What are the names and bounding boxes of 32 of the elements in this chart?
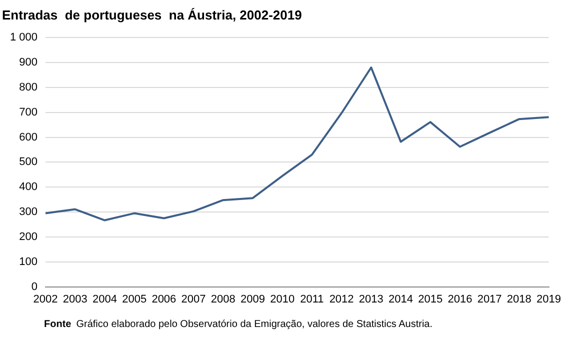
x-tick-label: 2013 (358, 293, 384, 306)
y-tick-label: 600 (19, 131, 38, 144)
y-tick-label: 900 (19, 56, 38, 69)
x-tick-label: 2007 (181, 293, 206, 306)
x-tick-label: 2010 (270, 293, 295, 306)
x-tick-label: 2017 (477, 293, 502, 306)
chart-title: Entradas de portugueses na Áustria, 2002-2019 (2, 7, 302, 22)
y-tick-label: 400 (19, 181, 38, 194)
x-tick-label: 2011 (300, 293, 324, 306)
x-tick-label: 2016 (448, 293, 472, 306)
x-tick-label: 2009 (240, 293, 265, 306)
y-tick-label: 300 (19, 206, 38, 218)
y-tick-label: 100 (19, 256, 38, 268)
x-tick-label: 2014 (388, 293, 413, 306)
x-tick-label: 2012 (329, 293, 354, 306)
x-tick-label: 2005 (122, 293, 147, 306)
text: Gráfico elaborado pelo Observatório da Emigração, valores de Statistics Austria. (76, 319, 433, 330)
x-tick-label: 2002 (33, 293, 58, 306)
y-tick-label: 0 (31, 280, 38, 293)
text: Fonte (44, 319, 72, 330)
y-tick-label: 700 (19, 106, 38, 118)
y-tick-label: 800 (19, 81, 38, 94)
x-tick-label: 2018 (506, 293, 532, 306)
x-tick-label: 2004 (92, 293, 117, 306)
x-tick-label: 2003 (62, 293, 88, 306)
x-tick-label: 2015 (418, 293, 443, 306)
x-tick-label: 2008 (210, 293, 236, 306)
y-tick-label: 200 (19, 230, 38, 243)
x-tick-label: 2019 (536, 293, 562, 306)
y-tick-label: 1 000 (10, 32, 38, 44)
y-tick-label: 500 (19, 156, 38, 168)
x-tick-label: 2006 (152, 293, 176, 306)
